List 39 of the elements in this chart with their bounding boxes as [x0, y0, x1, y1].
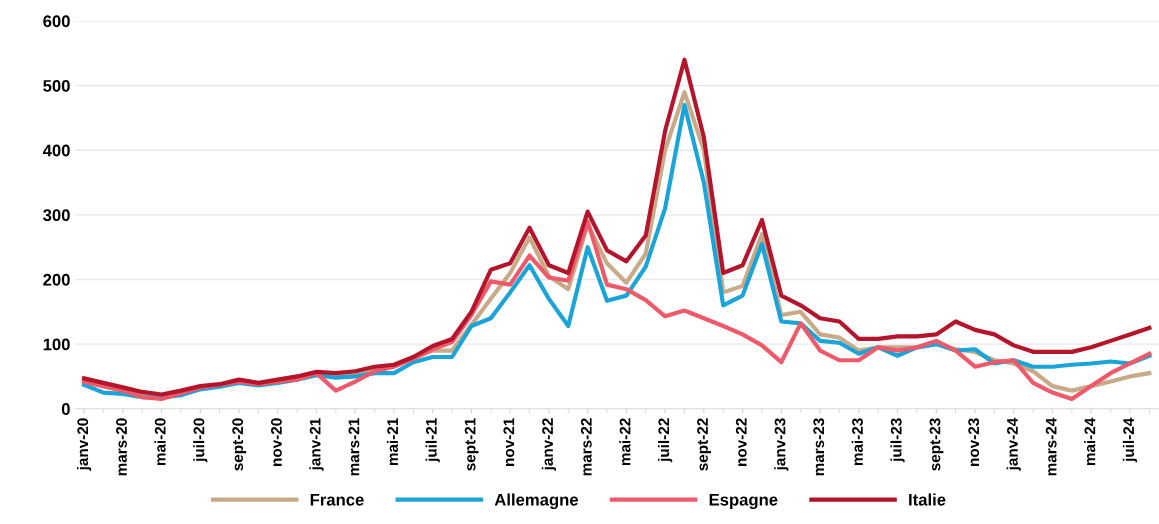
y-tick-label: 100 [43, 338, 70, 351]
x-tick-label: mai-21 [386, 418, 399, 466]
x-tick-label: sept-23 [929, 418, 944, 471]
legend-label: France [310, 494, 364, 506]
x-tick-label: janv-21 [309, 418, 324, 471]
x-tick-label: janv-24 [1006, 417, 1021, 471]
x-tick-label: mars-22 [580, 418, 592, 476]
x-tick-label: sept-22 [697, 418, 711, 471]
x-tick-label: janv-20 [76, 418, 92, 471]
x-tick-label: nov-23 [968, 418, 980, 466]
x-tick-label: juil-21 [425, 418, 440, 463]
x-tick-label: nov-20 [271, 418, 282, 466]
y-tick-label: 500 [43, 79, 70, 92]
y-tick-label: 200 [43, 273, 70, 286]
x-tick-label: mars-21 [348, 418, 360, 476]
x-tick-label: juil-23 [890, 418, 905, 463]
x-tick-label: sept-20 [232, 418, 247, 471]
x-tick-label: juil-22 [657, 418, 673, 463]
x-tick-label: mars-23 [813, 418, 825, 476]
y-tick-label: 600 [43, 15, 70, 28]
y-tick-label: 0 [61, 403, 70, 415]
y-tick-label: 300 [43, 209, 70, 222]
x-tick-label: mars-24 [1045, 417, 1057, 476]
x-tick-label: nov-21 [503, 418, 515, 466]
legend-label: Allemagne [494, 493, 579, 509]
x-tick-label: juil-20 [193, 418, 208, 463]
legend-label: Espagne [709, 494, 778, 509]
x-tick-label: nov-22 [735, 418, 747, 466]
legend-label: Italie [909, 493, 946, 506]
x-tick-label: mai-23 [851, 418, 863, 466]
x-tick-label: janv-23 [774, 418, 789, 471]
x-tick-label: mai-24 [1084, 417, 1096, 466]
x-tick-label: mai-20 [154, 418, 166, 466]
x-tick-label: janv-22 [541, 418, 557, 471]
x-tick-label: juil-24 [1122, 417, 1138, 463]
x-tick-label: mai-22 [619, 418, 631, 466]
x-tick-label: mars-20 [116, 418, 127, 476]
x-tick-label: sept-21 [464, 418, 479, 471]
y-tick-label: 400 [42, 144, 70, 157]
